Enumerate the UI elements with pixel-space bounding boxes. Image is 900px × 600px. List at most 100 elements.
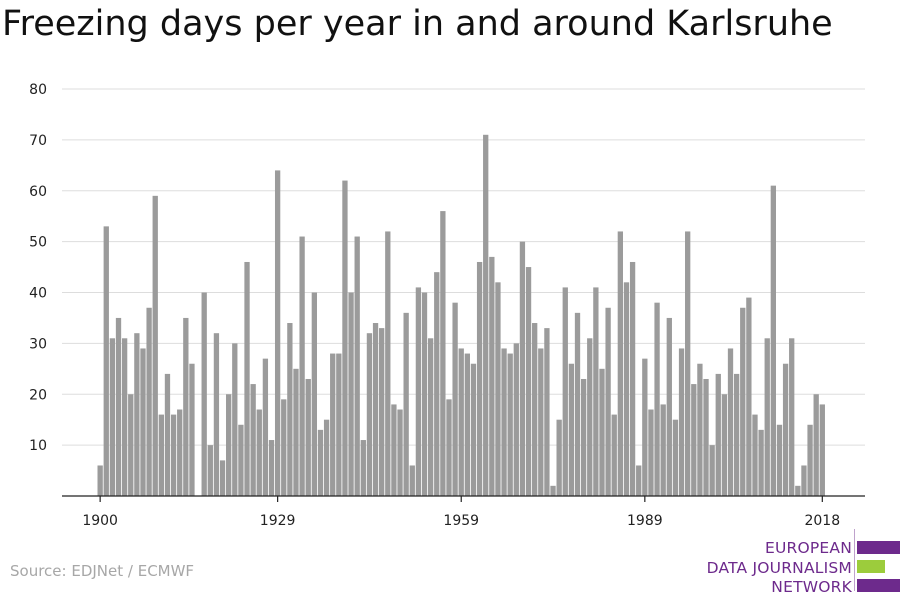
bar-1944	[366, 333, 373, 496]
bar-1930	[281, 399, 287, 496]
bar-1950	[403, 312, 409, 496]
bar-1998	[697, 363, 703, 497]
bar-1963	[483, 134, 489, 497]
bar-1990	[648, 409, 654, 496]
bar-2003	[727, 348, 734, 496]
bar-2014	[795, 485, 801, 496]
bar-1970	[525, 267, 532, 496]
bar-1986	[623, 282, 630, 496]
chart-title: Freezing days per year in and around Kar…	[2, 4, 833, 44]
bar-1965	[495, 282, 501, 496]
bar-1953	[421, 292, 428, 496]
bar-1911	[164, 373, 171, 496]
bar-1993	[666, 317, 672, 496]
bar-1907	[140, 348, 146, 496]
bar-1955	[434, 272, 440, 496]
bar-1972	[538, 348, 544, 496]
y-tick-label: 40	[29, 286, 47, 302]
bar-1923	[238, 424, 244, 496]
bar-2018	[819, 404, 825, 497]
bar-1988	[636, 465, 642, 497]
bar-1949	[397, 409, 403, 496]
bar-1959	[458, 348, 464, 496]
y-tick-label: 80	[29, 82, 47, 98]
bar-1903	[115, 317, 122, 496]
bar-2017	[813, 394, 819, 496]
bar-1926	[256, 409, 262, 496]
bar-2000	[709, 445, 715, 497]
bar-1915	[189, 363, 195, 497]
bar-2005	[740, 307, 746, 496]
bar-1920	[219, 460, 226, 496]
bar-1994	[672, 419, 679, 496]
bar-2004	[733, 373, 740, 496]
bar-1910	[158, 414, 164, 496]
bar-2006	[746, 297, 752, 496]
bar-1964	[489, 256, 495, 496]
bar-2016	[807, 424, 813, 496]
x-tick-label: 1929	[260, 513, 296, 529]
bar-1919	[213, 333, 220, 496]
bar-1977	[568, 363, 575, 497]
y-tick-label: 20	[29, 387, 47, 403]
bar-1921	[226, 394, 232, 496]
x-tick-label: 1900	[82, 513, 118, 529]
bar-2001	[715, 373, 721, 496]
bar-1933	[299, 236, 305, 497]
logo-divider	[854, 529, 855, 591]
x-axis-ticks: 1900 1929 1959 1989 2018	[82, 496, 840, 529]
bar-1929	[274, 170, 281, 496]
bar-1931	[287, 323, 293, 496]
logo-bar-green	[857, 560, 885, 573]
bar-1979	[580, 378, 587, 496]
bar-1961	[470, 363, 477, 497]
bar-1902	[109, 338, 116, 496]
bar-1905	[128, 394, 134, 496]
logo-line-3: NETWORK	[771, 578, 852, 596]
bar-1971	[532, 323, 538, 496]
bar-1992	[660, 404, 666, 497]
bar-1928	[268, 440, 275, 496]
y-tick-label: 50	[29, 235, 47, 251]
x-tick-label: 1989	[627, 513, 663, 529]
bar-1938	[330, 353, 336, 496]
bar-1943	[360, 440, 366, 496]
bar-1947	[385, 231, 391, 496]
bar-1975	[556, 419, 562, 496]
bar-1991	[654, 302, 660, 496]
bar-1934	[305, 378, 311, 496]
bar-1984	[611, 414, 617, 496]
bars	[97, 134, 825, 497]
bar-1974	[550, 485, 556, 496]
bar-1936	[317, 429, 324, 496]
bar-1987	[629, 261, 636, 497]
bar-1958	[452, 302, 458, 496]
x-tick-label: 1959	[443, 513, 479, 529]
bar-1932	[293, 368, 299, 496]
bar-1927	[262, 358, 269, 496]
bar-1904	[121, 338, 128, 496]
bar-2008	[758, 429, 764, 496]
bar-2012	[782, 363, 789, 497]
bar-1940	[342, 180, 348, 496]
logo-line-1: EUROPEAN	[764, 539, 852, 557]
bar-1908	[146, 307, 152, 496]
bar-1976	[562, 287, 568, 496]
bar-1968	[513, 343, 519, 497]
bar-1917	[201, 292, 207, 496]
logo-text: EUROPEAN DATA JOURNALISM NETWORK	[707, 539, 852, 598]
source-note: Source: EDJNet / ECMWF	[10, 562, 195, 580]
x-tick-label: 2018	[804, 513, 840, 529]
bar-1957	[446, 399, 452, 496]
bar-1982	[599, 368, 605, 496]
edjnet-logo: EUROPEAN DATA JOURNALISM NETWORK	[700, 529, 900, 598]
bar-2009	[764, 338, 770, 496]
bar-1951	[409, 465, 415, 497]
bar-1966	[501, 348, 507, 496]
y-axis-ticks: 10 20 30 40 50 60 70 80	[29, 82, 47, 454]
y-tick-label: 60	[29, 184, 47, 200]
bar-1967	[507, 353, 513, 496]
bar-1912	[170, 414, 177, 496]
bar-1945	[372, 323, 379, 496]
bar-1939	[336, 353, 342, 496]
